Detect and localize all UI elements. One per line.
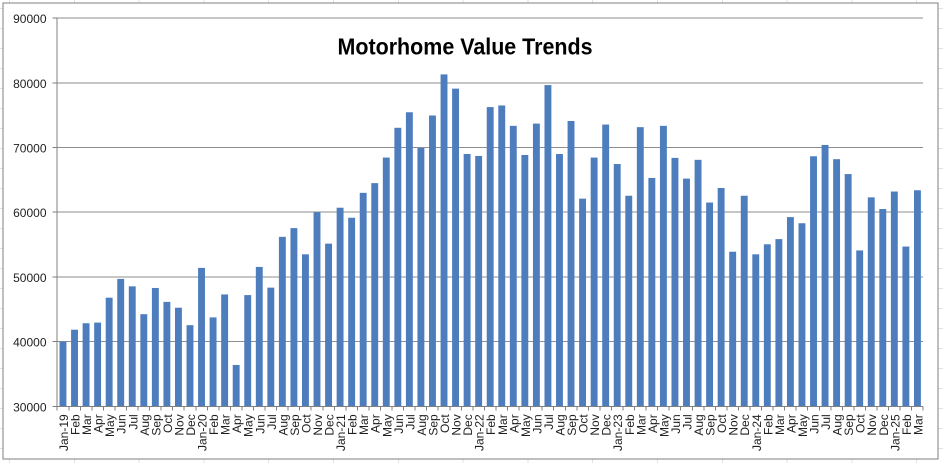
svg-text:Oct: Oct <box>438 414 452 433</box>
svg-text:May: May <box>796 414 810 437</box>
svg-text:Oct: Oct <box>577 414 591 433</box>
svg-text:Mar: Mar <box>357 414 371 435</box>
svg-text:Sep: Sep <box>426 414 440 436</box>
svg-text:Dec: Dec <box>461 414 475 435</box>
svg-text:90000: 90000 <box>13 12 47 26</box>
svg-text:Jun: Jun <box>253 414 267 433</box>
svg-text:Jun: Jun <box>115 414 129 433</box>
svg-text:May: May <box>519 414 533 437</box>
svg-text:Jul: Jul <box>680 414 694 429</box>
svg-text:Jun: Jun <box>669 414 683 433</box>
svg-text:Sep: Sep <box>565 414 579 436</box>
svg-text:Sep: Sep <box>704 414 718 436</box>
svg-text:Mar: Mar <box>496 414 510 435</box>
svg-text:Sep: Sep <box>288 414 302 436</box>
svg-text:Dec: Dec <box>877 414 891 435</box>
svg-text:Feb: Feb <box>69 414 83 435</box>
svg-text:Apr: Apr <box>646 414 660 433</box>
svg-text:Nov: Nov <box>588 414 602 435</box>
svg-text:Oct: Oct <box>715 414 729 433</box>
svg-text:Nov: Nov <box>172 414 186 435</box>
svg-text:Oct: Oct <box>854 414 868 433</box>
svg-text:Oct: Oct <box>299 414 313 433</box>
svg-text:Motorhome Value Trends: Motorhome Value Trends <box>338 34 593 60</box>
svg-text:Sep: Sep <box>149 414 163 436</box>
svg-text:Feb: Feb <box>900 414 914 435</box>
svg-text:Aug: Aug <box>692 414 706 435</box>
svg-text:Jan-22: Jan-22 <box>473 414 487 451</box>
svg-text:Mar: Mar <box>773 414 787 435</box>
svg-text:Jan-21: Jan-21 <box>334 414 348 451</box>
svg-text:Mar: Mar <box>634 414 648 435</box>
svg-text:50000: 50000 <box>13 271 47 285</box>
svg-text:Apr: Apr <box>784 414 798 433</box>
svg-text:Feb: Feb <box>346 414 360 435</box>
svg-text:Dec: Dec <box>323 414 337 435</box>
svg-text:Jan-20: Jan-20 <box>196 414 210 451</box>
svg-text:Aug: Aug <box>831 414 845 435</box>
svg-text:Nov: Nov <box>450 414 464 435</box>
svg-text:Mar: Mar <box>219 414 233 435</box>
svg-text:Mar: Mar <box>80 414 94 435</box>
svg-text:Aug: Aug <box>138 414 152 435</box>
svg-text:Nov: Nov <box>727 414 741 435</box>
svg-text:Jun: Jun <box>530 414 544 433</box>
svg-text:Jan-25: Jan-25 <box>888 414 902 451</box>
svg-text:Jul: Jul <box>265 414 279 429</box>
svg-text:Feb: Feb <box>761 414 775 435</box>
svg-text:60000: 60000 <box>13 206 47 220</box>
svg-text:Nov: Nov <box>865 414 879 435</box>
svg-text:Aug: Aug <box>276 414 290 435</box>
svg-text:70000: 70000 <box>13 142 47 156</box>
svg-text:Nov: Nov <box>311 414 325 435</box>
svg-text:30000: 30000 <box>13 400 47 414</box>
svg-text:Dec: Dec <box>738 414 752 435</box>
svg-text:Jul: Jul <box>542 414 556 429</box>
svg-text:Jan-24: Jan-24 <box>750 414 764 451</box>
svg-text:Jul: Jul <box>126 414 140 429</box>
svg-text:Jul: Jul <box>403 414 417 429</box>
svg-text:Sep: Sep <box>842 414 856 436</box>
svg-text:Jun: Jun <box>808 414 822 433</box>
svg-text:Aug: Aug <box>415 414 429 435</box>
svg-text:Apr: Apr <box>230 414 244 433</box>
svg-text:80000: 80000 <box>13 77 47 91</box>
svg-text:May: May <box>103 414 117 437</box>
svg-text:May: May <box>242 414 256 437</box>
svg-text:Dec: Dec <box>600 414 614 435</box>
svg-text:Jan-23: Jan-23 <box>611 414 625 451</box>
svg-text:Feb: Feb <box>484 414 498 435</box>
svg-text:Feb: Feb <box>207 414 221 435</box>
svg-text:Jan-19: Jan-19 <box>57 414 71 451</box>
svg-text:Apr: Apr <box>92 414 106 433</box>
svg-text:May: May <box>380 414 394 437</box>
svg-text:Oct: Oct <box>161 414 175 433</box>
svg-text:Aug: Aug <box>553 414 567 435</box>
svg-text:Feb: Feb <box>623 414 637 435</box>
svg-text:Apr: Apr <box>507 414 521 433</box>
svg-text:May: May <box>657 414 671 437</box>
svg-text:Jun: Jun <box>392 414 406 433</box>
svg-text:Dec: Dec <box>184 414 198 435</box>
svg-text:Apr: Apr <box>369 414 383 433</box>
svg-text:Jul: Jul <box>819 414 833 429</box>
svg-text:Mar: Mar <box>911 414 925 435</box>
svg-text:40000: 40000 <box>13 336 47 350</box>
